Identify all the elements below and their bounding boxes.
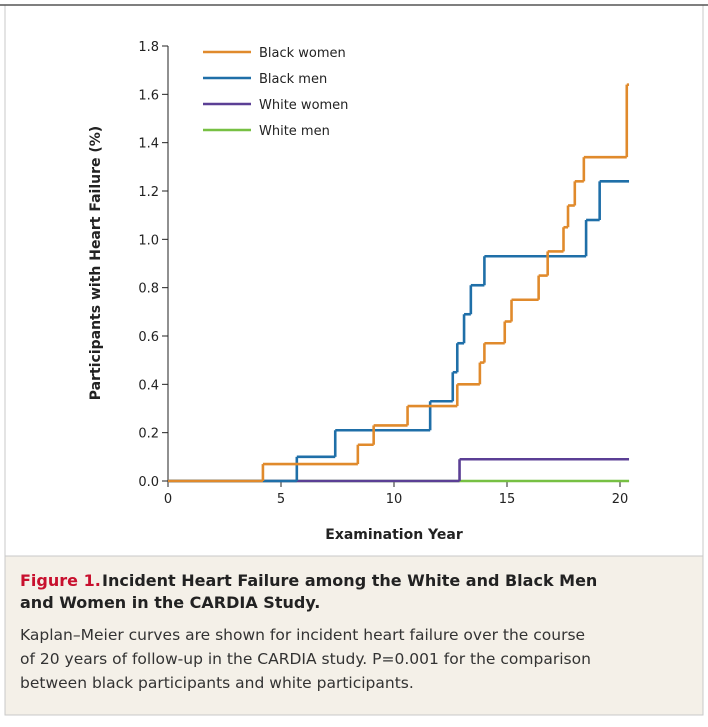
legend-label: Black women	[259, 46, 346, 61]
legend-label: White women	[259, 98, 348, 113]
legend-label: White men	[259, 124, 330, 139]
caption-box	[5, 556, 703, 715]
caption-text: of 20 years of follow-up in the CARDIA s…	[20, 650, 591, 668]
y-tick-label: 1.0	[138, 233, 159, 248]
y-tick-label: 1.8	[138, 40, 159, 55]
legend-label: Black men	[259, 72, 327, 87]
x-axis-label: Examination Year	[325, 527, 463, 543]
caption-text: between black participants and white par…	[20, 674, 414, 692]
x-tick-label: 20	[612, 492, 629, 507]
y-tick-label: 1.2	[138, 185, 159, 200]
y-tick-label: 0.4	[138, 378, 159, 393]
y-tick-label: 1.6	[138, 88, 159, 103]
x-tick-label: 0	[164, 492, 172, 507]
y-tick-label: 0.8	[138, 282, 159, 297]
y-tick-label: 0.0	[138, 475, 159, 490]
x-tick-label: 10	[386, 492, 403, 507]
y-tick-label: 1.4	[138, 137, 159, 152]
x-tick-label: 15	[499, 492, 516, 507]
x-tick-label: 5	[277, 492, 285, 507]
y-tick-label: 0.2	[138, 427, 159, 442]
caption-text: Kaplan–Meier curves are shown for incide…	[20, 626, 585, 644]
y-axis-label: Participants with Heart Failure (%)	[88, 126, 104, 400]
caption-title: Incident Heart Failure among the White a…	[102, 571, 597, 590]
y-tick-label: 0.6	[138, 330, 159, 345]
caption-title: and Women in the CARDIA Study.	[20, 593, 320, 612]
figure-label: Figure 1.	[20, 571, 101, 590]
